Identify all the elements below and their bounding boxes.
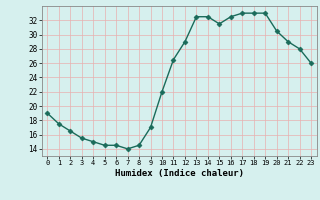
X-axis label: Humidex (Indice chaleur): Humidex (Indice chaleur) [115, 169, 244, 178]
